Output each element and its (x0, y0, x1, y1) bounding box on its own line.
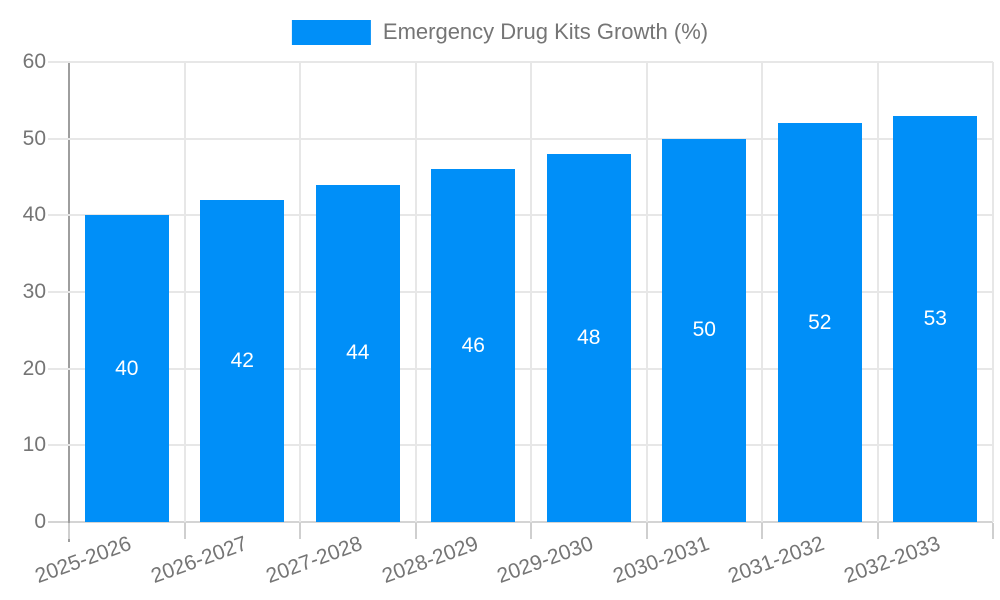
h-gridline (48, 214, 993, 217)
x-axis-tick (530, 523, 532, 539)
x-axis-tick-label: 2032-2033 (840, 532, 944, 588)
x-axis-tick (414, 523, 417, 539)
v-gridline (530, 62, 532, 522)
y-axis-tick-label: 30 (22, 280, 46, 303)
x-axis-tick (183, 523, 186, 539)
legend[interactable]: Emergency Drug Kits Growth (%) (291, 19, 709, 45)
x-axis-tick (992, 523, 994, 539)
x-axis-tick-label: 2026-2027 (147, 532, 251, 588)
x-axis-tick-label: 2031-2032 (725, 532, 828, 588)
x-axis-tick (761, 523, 763, 539)
x-axis-tick (299, 523, 301, 539)
h-gridline (48, 367, 993, 370)
bar-value-label: 50 (692, 318, 716, 342)
bar[interactable]: 52 (777, 123, 862, 522)
bar-value-label: 48 (577, 326, 601, 349)
bar-value-label: 53 (923, 306, 947, 330)
plot-area: 0 10 20 30 40 50 60 40 42 44 46 48 50 52 53 2025-2026 20… (23, 50, 994, 588)
v-gridline (299, 62, 301, 522)
v-gridline (414, 62, 417, 522)
legend-swatch (291, 19, 371, 45)
v-gridline (183, 62, 186, 522)
x-axis-tick-label: 2025-2026 (32, 532, 135, 588)
bar[interactable]: 48 (546, 154, 631, 522)
y-axis-tick-label: 10 (22, 433, 46, 457)
x-axis-tick (645, 523, 648, 539)
y-axis-tick-label: 40 (22, 203, 46, 227)
x-axis-line (48, 521, 993, 523)
bar[interactable]: 50 (662, 138, 747, 522)
bar-value-label: 52 (808, 310, 832, 334)
bar-value-label: 46 (461, 333, 485, 357)
h-gridline (48, 291, 993, 293)
bar[interactable]: 42 (200, 200, 285, 522)
bar-value-label: 40 (115, 356, 139, 380)
legend-label: Emergency Drug Kits Growth (%) (382, 19, 709, 44)
bar[interactable]: 53 (893, 115, 978, 522)
y-axis-tick-label: 0 (34, 510, 46, 533)
h-gridline (48, 137, 993, 140)
v-gridline (876, 62, 879, 522)
bar[interactable]: 46 (431, 169, 516, 522)
x-axis-tick (876, 523, 879, 539)
x-axis-tick (68, 523, 70, 539)
x-axis-tick-label: 2028-2029 (378, 532, 482, 588)
v-gridline (992, 62, 994, 522)
x-axis-tick-label: 2029-2030 (494, 532, 597, 588)
y-axis-tick-label: 50 (22, 126, 46, 150)
y-axis-line (68, 62, 70, 542)
h-gridline (48, 61, 993, 63)
v-gridline (761, 62, 763, 522)
bar-value-label: 44 (346, 341, 370, 365)
x-axis-tick-label: 2030-2031 (609, 532, 713, 588)
h-gridline (48, 444, 993, 447)
x-axis-tick-label: 2027-2028 (263, 532, 366, 588)
v-gridline (645, 62, 648, 522)
bar-value-label: 42 (230, 349, 254, 372)
y-axis-tick-label: 60 (22, 50, 46, 73)
bar[interactable]: 40 (84, 215, 169, 522)
bar[interactable]: 44 (315, 184, 400, 522)
y-axis-tick-label: 20 (22, 356, 46, 380)
